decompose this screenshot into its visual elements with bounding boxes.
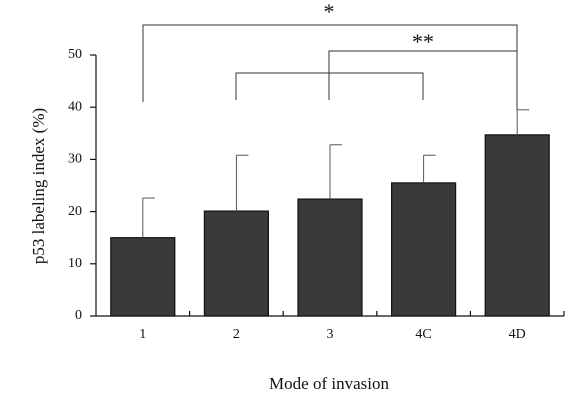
- x-tick-label: 4C: [415, 327, 431, 342]
- x-tick-label: 3: [327, 327, 334, 342]
- significance-label: **: [412, 29, 434, 54]
- bar: [391, 182, 457, 317]
- x-tick-label: 4D: [509, 327, 526, 342]
- bar: [484, 134, 550, 317]
- significance-bracket: [142, 24, 518, 110]
- significance-bracket: [328, 50, 517, 100]
- significance-bracket: [235, 72, 424, 100]
- bar: [297, 198, 363, 317]
- y-tick-label: 0: [75, 308, 82, 323]
- bar: [110, 237, 176, 317]
- y-tick-label: 50: [68, 47, 82, 62]
- bar: [203, 210, 269, 317]
- significance-label: *: [324, 0, 335, 24]
- y-tick-label: 30: [68, 152, 82, 167]
- y-tick-label: 10: [68, 256, 82, 271]
- x-tick-label: 2: [233, 327, 240, 342]
- x-axis-label: Mode of invasion: [269, 374, 389, 393]
- x-tick-label: 1: [139, 327, 146, 342]
- y-tick-label: 20: [68, 204, 82, 219]
- y-tick-label: 40: [68, 99, 82, 114]
- y-axis-label: p53 labeling index (%): [29, 108, 48, 264]
